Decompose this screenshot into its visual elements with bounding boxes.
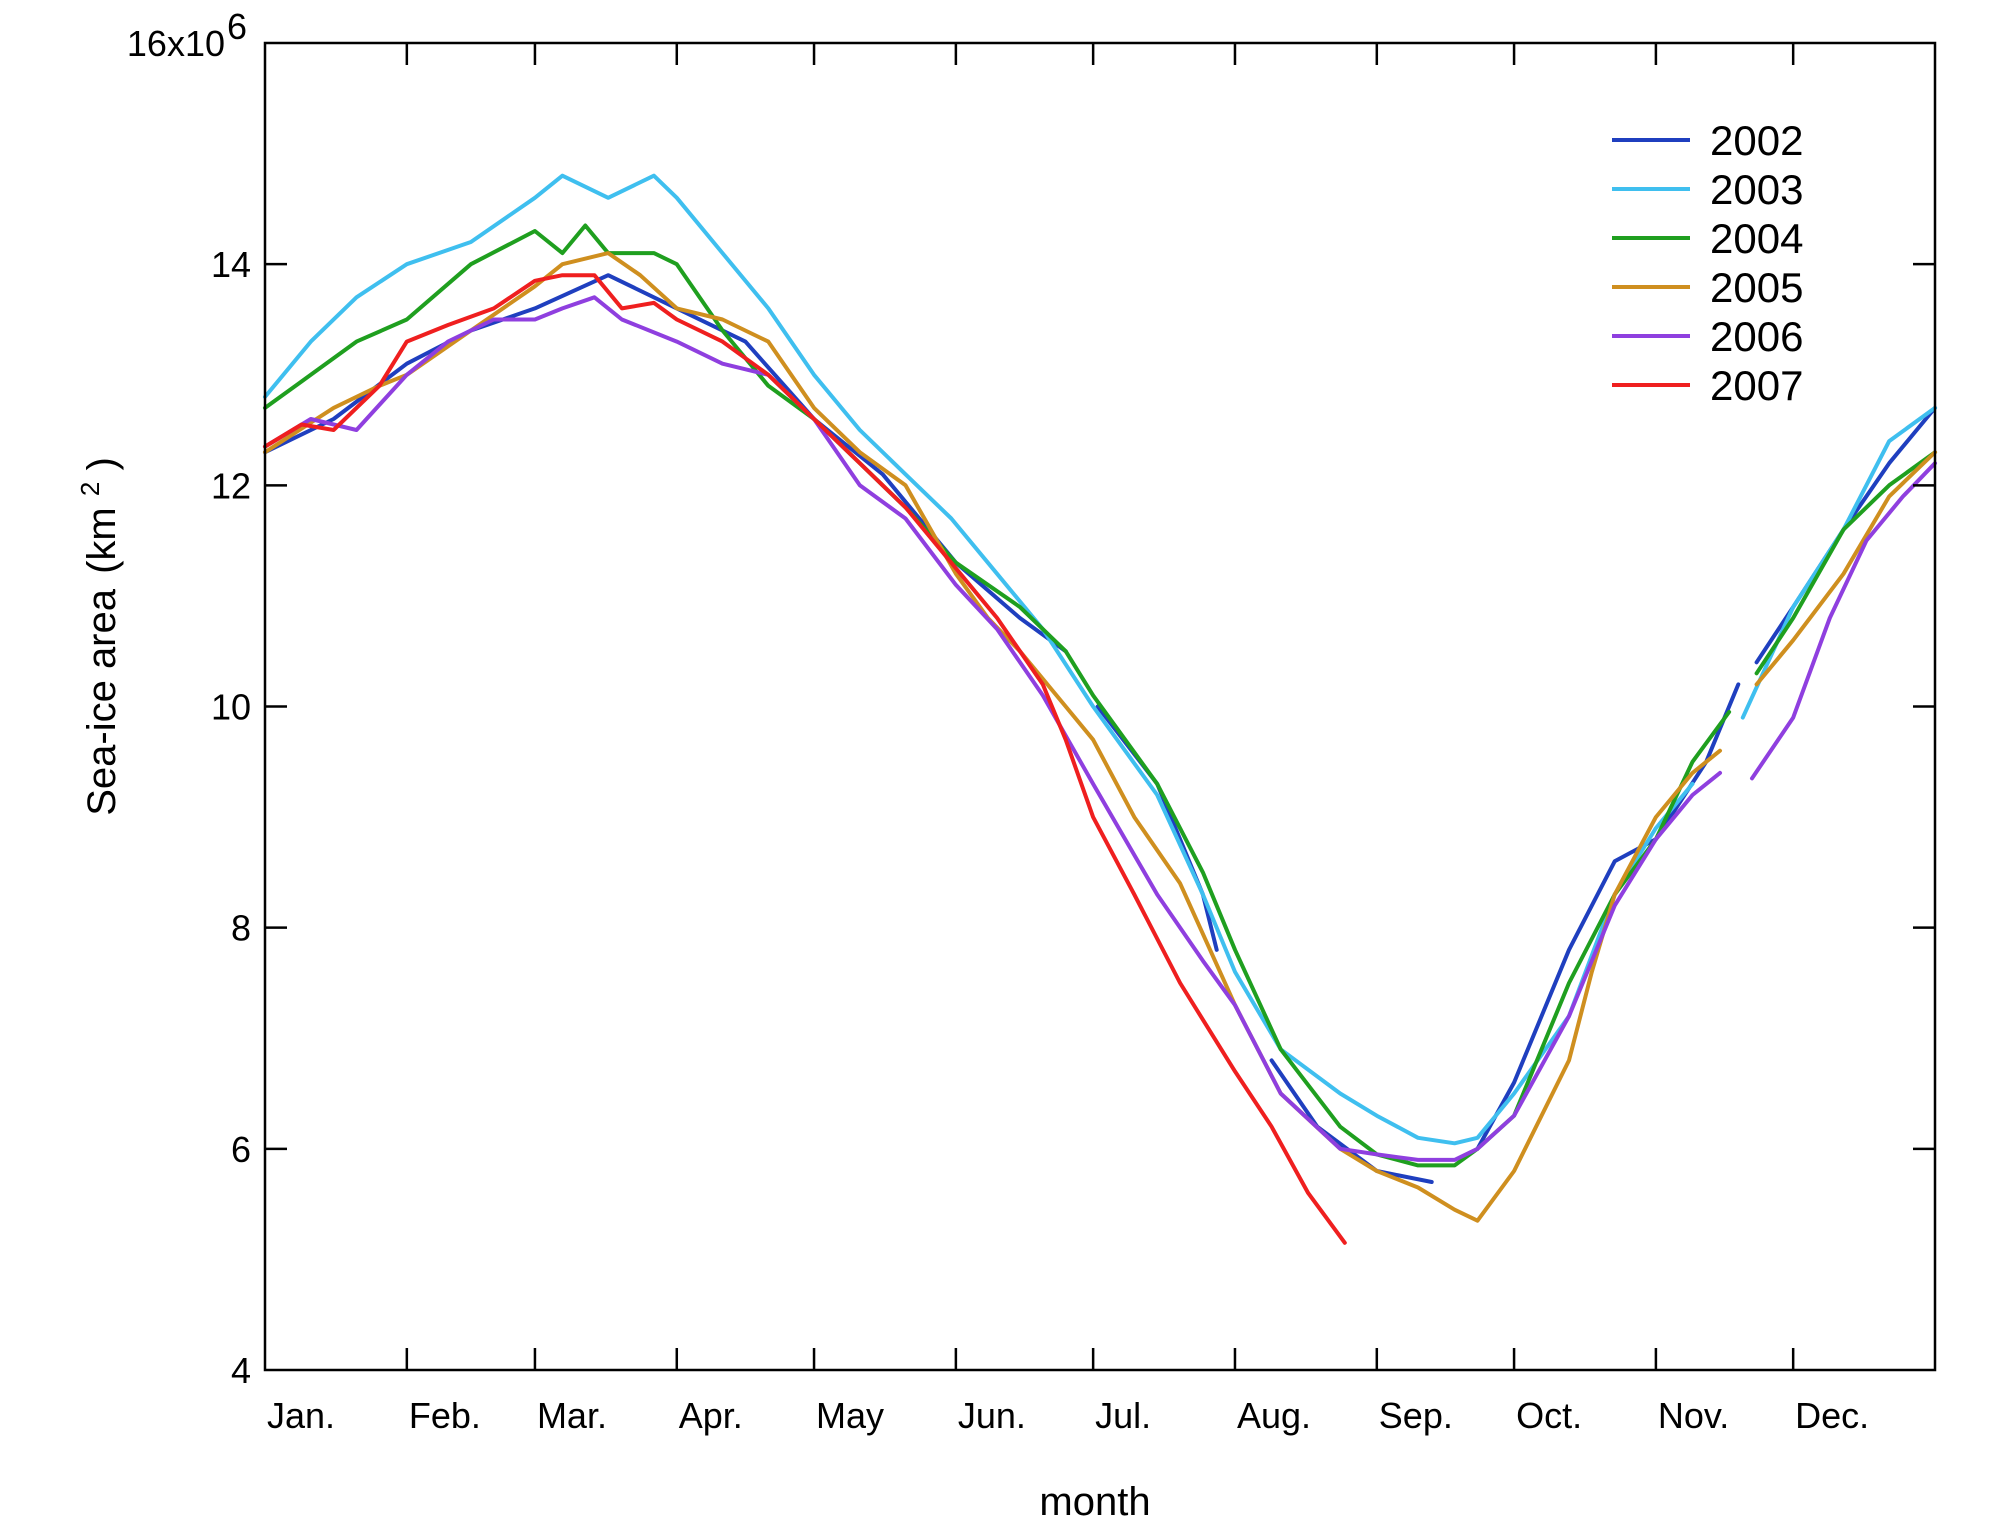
series-line-2005 xyxy=(1754,450,1937,687)
y-tick-label: 4 xyxy=(231,1350,251,1391)
legend-label-2006: 2006 xyxy=(1710,313,1803,360)
series-line-2006 xyxy=(1750,461,1937,781)
x-tick-label: Jul. xyxy=(1095,1395,1151,1436)
series-layer xyxy=(263,173,1937,1245)
x-tick-label: Mar. xyxy=(537,1395,607,1436)
label-layer: Jan. Feb. Mar. Apr. May Jun. Jul. Aug. Sep. Oct. N… xyxy=(127,6,1869,1436)
y-axis-title-unit-close: ) xyxy=(80,457,124,470)
y-tick-exponent: 6 xyxy=(227,6,247,47)
x-tick-label: Oct. xyxy=(1516,1395,1582,1436)
y-tick-label: 12 xyxy=(211,465,251,506)
series-line-2007 xyxy=(263,273,1347,1245)
legend-label-2005: 2005 xyxy=(1710,264,1803,311)
x-tick-label: Feb. xyxy=(409,1395,481,1436)
x-tick-label: Jan. xyxy=(267,1395,335,1436)
y-axis-title-unit-sup: 2 xyxy=(75,482,105,496)
y-tick-label: 10 xyxy=(211,687,251,728)
series-line-2003 xyxy=(263,173,1695,1146)
y-axis-title: Sea-ice area (km 2 ) xyxy=(64,457,124,816)
x-axis-title: month xyxy=(1039,1480,1150,1524)
x-tick-label: Jun. xyxy=(958,1395,1026,1436)
x-tick-label: Nov. xyxy=(1658,1395,1729,1436)
y-tick-label: 6 xyxy=(231,1129,251,1170)
x-tick-label: Sep. xyxy=(1379,1395,1453,1436)
series-line-2005 xyxy=(263,251,1722,1223)
x-tick-label: Apr. xyxy=(679,1395,743,1436)
x-tick-label: Dec. xyxy=(1795,1395,1869,1436)
tick-layer xyxy=(265,43,1935,1370)
legend-label-2002: 2002 xyxy=(1710,117,1803,164)
y-tick-label: 14 xyxy=(211,244,251,285)
y-tick-label: 16x10 xyxy=(127,23,225,64)
series-line-2006 xyxy=(263,295,1722,1162)
x-tick-label: May xyxy=(816,1395,884,1436)
legend-label-2004: 2004 xyxy=(1710,215,1803,262)
legend-label-2003: 2003 xyxy=(1710,166,1803,213)
series-line-2004 xyxy=(1754,450,1937,676)
y-axis-title-unit: (km xyxy=(80,507,124,574)
x-tick-label: Aug. xyxy=(1237,1395,1311,1436)
legend-label-2007: 2007 xyxy=(1710,362,1803,409)
y-axis-title-main: Sea-ice area xyxy=(80,588,124,816)
y-tick-label: 8 xyxy=(231,908,251,949)
